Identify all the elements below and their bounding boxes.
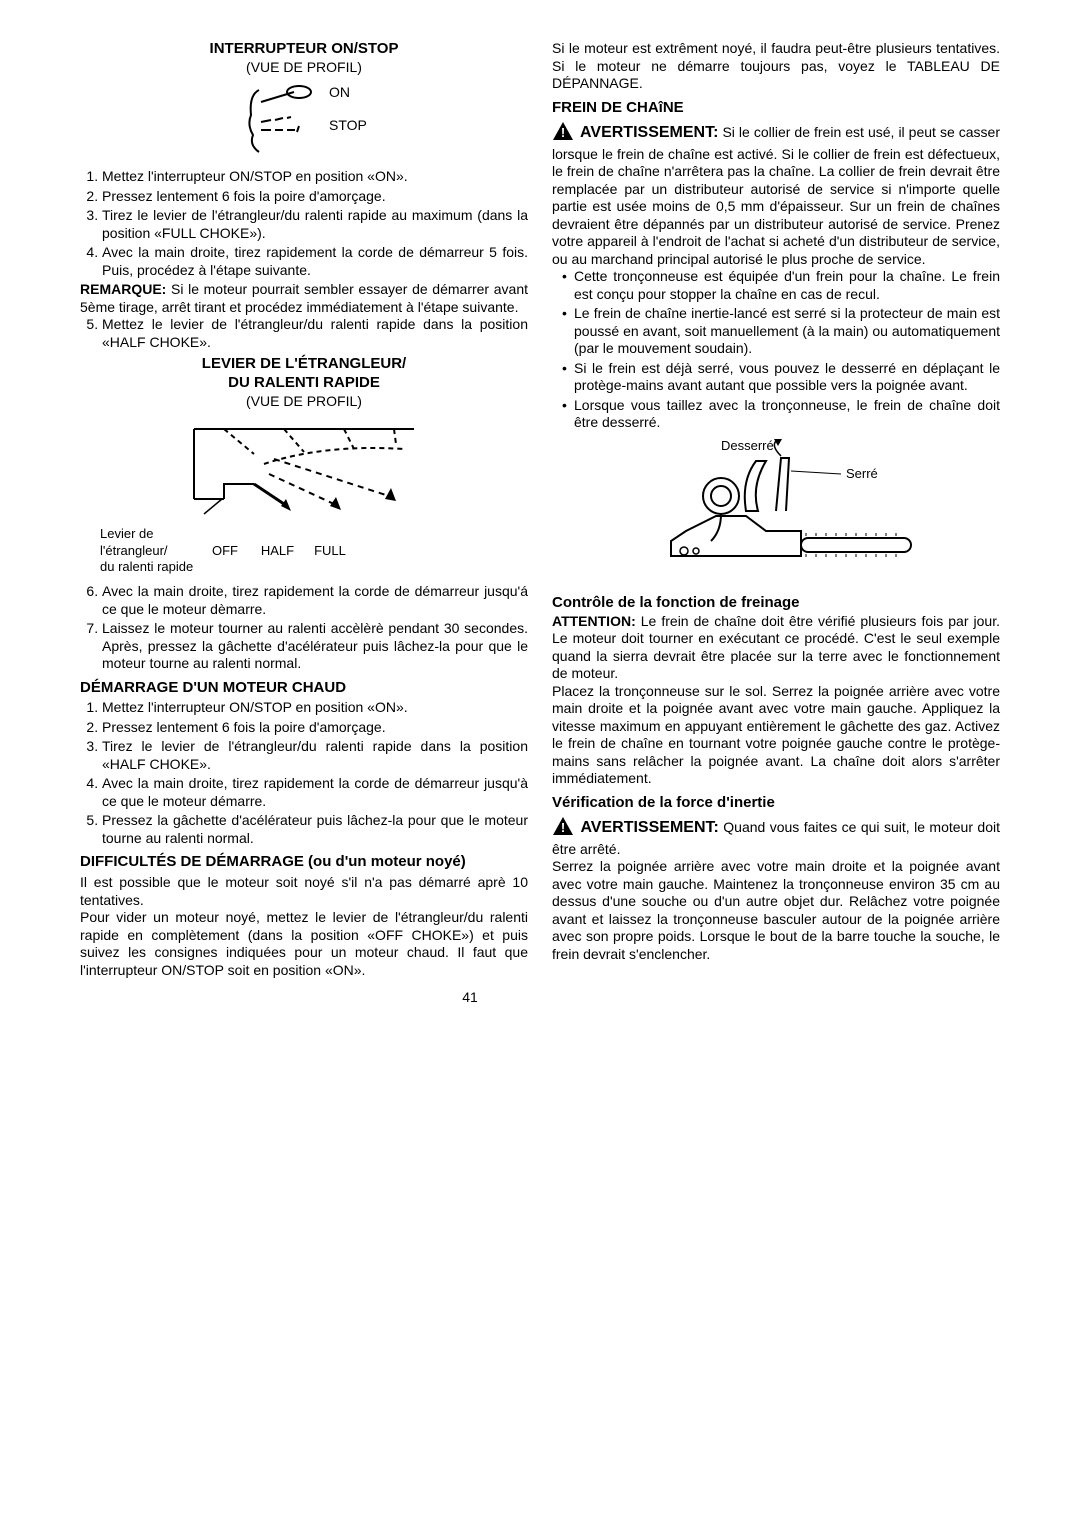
brake-bullets: Cette tronçonneuse est équipée d'un frei… — [552, 268, 1000, 432]
warning-2-label: AVERTISSEMENT: — [580, 819, 718, 836]
control-heading: Contrôle de la fonction de freinage — [552, 594, 1000, 613]
left-column: INTERRUPTEUR ON/STOP (VUE DE PROFIL) ON … — [80, 40, 528, 979]
warm-3: Tirez le levier de l'étrangleur/du ralen… — [102, 738, 528, 773]
warning-2: ! AVERTISSEMENT: Quand vous faites ce qu… — [552, 816, 1000, 858]
start-steps-6: Avec la main droite, tirez rapidement la… — [80, 583, 528, 673]
choke-lever-1: Levier de — [100, 526, 153, 541]
step-3: Tirez le levier de l'étrangleur/du ralen… — [102, 207, 528, 242]
choke-label-row-2: l'étrangleur/ OFF HALF FULL — [80, 543, 528, 559]
choke-lever-2: l'étrangleur/ — [100, 543, 200, 559]
start-steps-1: Mettez l'interrupteur ON/STOP en positio… — [80, 168, 528, 279]
warning-icon: ! — [552, 121, 574, 146]
switch-title: INTERRUPTEUR ON/STOP — [80, 40, 528, 59]
warning-1-body: Si le collier de frein est usé, il peut … — [552, 124, 1000, 267]
warning-1-label: AVERTISSEMENT: — [580, 124, 718, 141]
bullet-4: Lorsque vous taillez avec la tronçonneus… — [562, 397, 1000, 432]
choke-half: HALF — [250, 543, 305, 559]
warm-2: Pressez lentement 6 fois la poire d'amor… — [102, 719, 528, 737]
difficult-p1: Il est possible que le moteur soit noyé … — [80, 874, 528, 909]
intro-p: Si le moteur est extrêment noyé, il faud… — [552, 40, 1000, 93]
difficult-heading: DIFFICULTÉS DE DÉMARRAGE (ou d'un moteur… — [80, 853, 528, 872]
released-label: Desserré — [721, 438, 774, 453]
engaged-label: Serré — [846, 466, 878, 481]
svg-text:!: ! — [561, 820, 565, 835]
page-number: 41 — [440, 989, 500, 1005]
switch-view: (VUE DE PROFIL) — [80, 59, 528, 77]
remarque-label: REMARQUE: — [80, 281, 166, 297]
attention-label: ATTENTION: — [552, 613, 636, 629]
warning-icon-2: ! — [552, 816, 574, 841]
step-2: Pressez lentement 6 fois la poire d'amor… — [102, 188, 528, 206]
choke-full: FULL — [305, 543, 355, 559]
attention-p: ATTENTION: Le frein de chaîne doit être … — [552, 613, 1000, 683]
choke-label-row-3: du ralenti rapide — [80, 559, 528, 575]
chainsaw-diagram: Desserré Serré — [552, 436, 1000, 586]
warm-5: Pressez la gâchette d'acélérateur puis l… — [102, 812, 528, 847]
step-1: Mettez l'interrupteur ON/STOP en positio… — [102, 168, 528, 186]
brake-heading: FREIN DE CHAîNE — [552, 99, 1000, 118]
choke-off: OFF — [200, 543, 250, 559]
warm-1: Mettez l'interrupteur ON/STOP en positio… — [102, 699, 528, 717]
choke-title-2: DU RALENTI RAPIDE — [80, 374, 528, 393]
stop-label: STOP — [329, 117, 367, 133]
step-6: Avec la main droite, tirez rapidement la… — [102, 583, 528, 618]
difficult-p2: Pour vider un moteur noyé, mettez le lev… — [80, 909, 528, 979]
inertia-p: Serrez la poignée arrière avec votre mai… — [552, 858, 1000, 963]
step-4: Avec la main droite, tirez rapidement la… — [102, 244, 528, 279]
remarque: REMARQUE: Si le moteur pourrait sembler … — [80, 281, 528, 316]
switch-diagram: ON STOP — [80, 80, 528, 160]
step-7: Laissez le moteur tourner au ralenti acc… — [102, 620, 528, 673]
bullet-3: Si le frein est déjà serré, vous pouvez … — [562, 360, 1000, 395]
bullet-1: Cette tronçonneuse est équipée d'un frei… — [562, 268, 1000, 303]
choke-title-1: LEVIER DE L'ÉTRANGLEUR/ — [80, 355, 528, 374]
choke-diagram — [80, 414, 528, 524]
control-p2: Placez la tronçonneuse sur le sol. Serre… — [552, 683, 1000, 788]
start-steps-5: Mettez le levier de l'étrangleur/du rale… — [80, 316, 528, 351]
warning-1: ! AVERTISSEMENT: Si le collier de frein … — [552, 121, 1000, 268]
inertia-heading: Vérification de la force d'inertie — [552, 794, 1000, 813]
warm-start-steps: Mettez l'interrupteur ON/STOP en positio… — [80, 699, 528, 847]
choke-lever-3: du ralenti rapide — [100, 559, 193, 574]
step-5: Mettez le levier de l'étrangleur/du rale… — [102, 316, 528, 351]
warm-4: Avec la main droite, tirez rapidement la… — [102, 775, 528, 810]
on-label: ON — [329, 84, 350, 100]
warm-start-heading: DÉMARRAGE D'UN MOTEUR CHAUD — [80, 679, 528, 698]
right-column: Si le moteur est extrêment noyé, il faud… — [552, 40, 1000, 979]
choke-label-row: Levier de — [80, 526, 528, 542]
svg-text:!: ! — [561, 125, 565, 140]
bullet-2: Le frein de chaîne inertie-lancé est ser… — [562, 305, 1000, 358]
choke-view: (VUE DE PROFIL) — [80, 393, 528, 411]
